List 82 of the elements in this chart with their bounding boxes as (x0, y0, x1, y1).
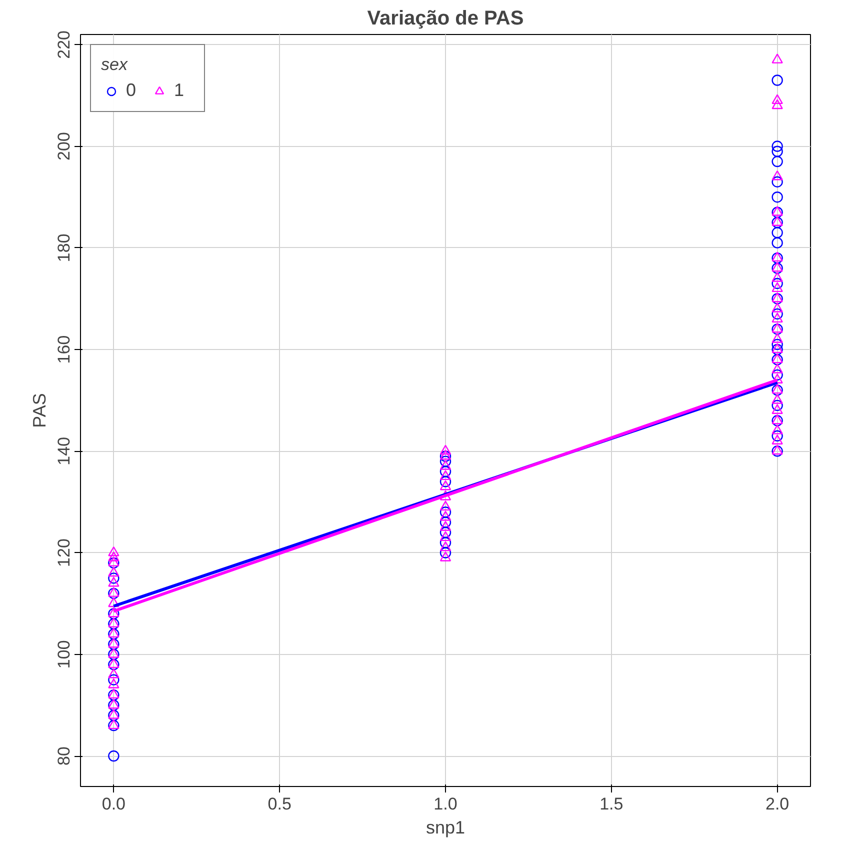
legend-title: sex (101, 55, 129, 75)
point (108, 597, 120, 608)
point (772, 282, 783, 292)
point (108, 546, 120, 556)
point (440, 516, 452, 528)
point (772, 400, 783, 412)
point (772, 146, 783, 157)
point (772, 272, 783, 282)
point (440, 460, 452, 470)
point (772, 363, 783, 374)
point (772, 424, 783, 434)
point (108, 674, 120, 686)
point (440, 506, 452, 518)
point (772, 140, 783, 152)
point (772, 176, 783, 188)
point (440, 537, 452, 548)
y-axis-title: PAS (30, 393, 50, 428)
point (772, 156, 783, 168)
point (440, 541, 452, 552)
x-tick-label: 0.0 (102, 794, 126, 814)
point (772, 192, 783, 203)
point (772, 170, 783, 180)
x-tick-label: 1.5 (600, 794, 624, 814)
point (772, 278, 783, 290)
point (108, 588, 120, 600)
point (440, 547, 452, 558)
legend-label: 1 (174, 80, 186, 101)
point (772, 94, 783, 104)
point (440, 480, 452, 490)
point (772, 430, 783, 442)
x-tick-label: 0.5 (268, 794, 292, 814)
y-tick-label: 180 (54, 234, 74, 262)
y-tick-label: 120 (54, 538, 74, 567)
point (440, 500, 452, 511)
point (440, 490, 452, 500)
point (440, 456, 452, 467)
point (772, 302, 783, 312)
point (772, 434, 783, 444)
point (440, 470, 452, 480)
y-tick-label: 220 (54, 30, 74, 59)
point (440, 476, 452, 488)
point (772, 312, 783, 323)
point (108, 678, 120, 688)
point (108, 576, 120, 587)
point (440, 466, 452, 478)
point (772, 216, 783, 226)
point (772, 332, 783, 343)
y-tick-label: 100 (54, 640, 74, 669)
point (440, 510, 452, 521)
chart-title: Variação de PAS (367, 8, 524, 30)
x-tick-label: 2.0 (766, 794, 790, 814)
point (772, 394, 783, 404)
point (772, 369, 783, 381)
point (108, 566, 120, 577)
point (108, 572, 120, 584)
point (108, 551, 120, 562)
y-tick-label: 140 (54, 436, 74, 466)
point (772, 237, 783, 248)
point (772, 99, 783, 110)
point (772, 54, 783, 64)
point (772, 374, 783, 384)
y-tick-label: 160 (54, 335, 74, 364)
point (440, 531, 452, 542)
y-tick-label: 80 (54, 746, 74, 766)
point (772, 338, 783, 350)
x-axis-title: snp1 (426, 818, 466, 838)
point (440, 520, 452, 531)
point (440, 551, 452, 562)
legend-label: 0 (126, 80, 138, 101)
point (772, 404, 783, 414)
point (772, 227, 783, 238)
point (108, 557, 120, 569)
point (108, 668, 120, 678)
point (772, 216, 783, 228)
point (772, 308, 783, 320)
point (440, 444, 452, 455)
x-tick-label: 1.0 (434, 794, 458, 814)
point (440, 526, 452, 538)
point (772, 74, 783, 86)
y-tick-label: 200 (54, 132, 74, 160)
point (108, 556, 120, 566)
point (108, 750, 120, 762)
